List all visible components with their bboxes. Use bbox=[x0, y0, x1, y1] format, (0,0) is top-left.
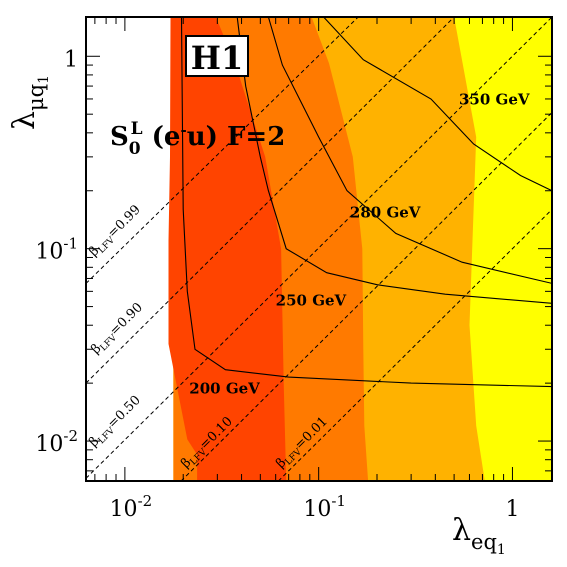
h1-logo-text: H1 bbox=[191, 39, 244, 77]
beta-line bbox=[86, 17, 455, 384]
beta-lfv-label: βLFV=0.90 bbox=[88, 300, 147, 359]
mass-contour-line bbox=[236, 17, 552, 304]
excluded-regions bbox=[168, 17, 552, 481]
mass-contour-label: 280 GeV bbox=[350, 204, 421, 222]
y-tick-label: 10-2 bbox=[35, 427, 78, 457]
beta-line bbox=[86, 17, 552, 479]
mass-contour-label: 250 GeV bbox=[276, 292, 347, 310]
x-tick-label: 10-2 bbox=[110, 492, 153, 522]
y-axis-label: λμq1 bbox=[7, 75, 52, 130]
beta-line bbox=[180, 112, 552, 481]
mass-contour-label: 350 GeV bbox=[459, 91, 530, 109]
mass-contour-line bbox=[267, 17, 552, 284]
beta-lfv-label: βLFV=0.99 bbox=[86, 202, 145, 261]
y-tick-label: 1 bbox=[64, 47, 78, 72]
y-tick-label: 10-1 bbox=[35, 235, 78, 265]
axis-ticks bbox=[86, 17, 552, 481]
mass-contour-line bbox=[323, 17, 552, 192]
beta-line bbox=[278, 209, 552, 481]
beta-line bbox=[86, 17, 359, 284]
h1-logo: H1 bbox=[185, 35, 249, 77]
mass-contours bbox=[180, 17, 552, 388]
region-red bbox=[168, 17, 287, 481]
x-axis-label: λeq1 bbox=[452, 513, 506, 558]
x-tick-label: 10-1 bbox=[303, 492, 346, 522]
mass-contour-line bbox=[180, 17, 552, 388]
process-label: S0L (e-u) F=2 bbox=[110, 119, 285, 159]
mass-contour-label: 200 GeV bbox=[189, 379, 260, 397]
x-tick-label: 1 bbox=[505, 497, 519, 522]
beta-lfv-label: βLFV=0.50 bbox=[86, 393, 145, 452]
beta-lfv-lines bbox=[86, 17, 552, 481]
tick-labels: 10-2 10-1 1 10-2 10-1 1 bbox=[35, 47, 519, 522]
